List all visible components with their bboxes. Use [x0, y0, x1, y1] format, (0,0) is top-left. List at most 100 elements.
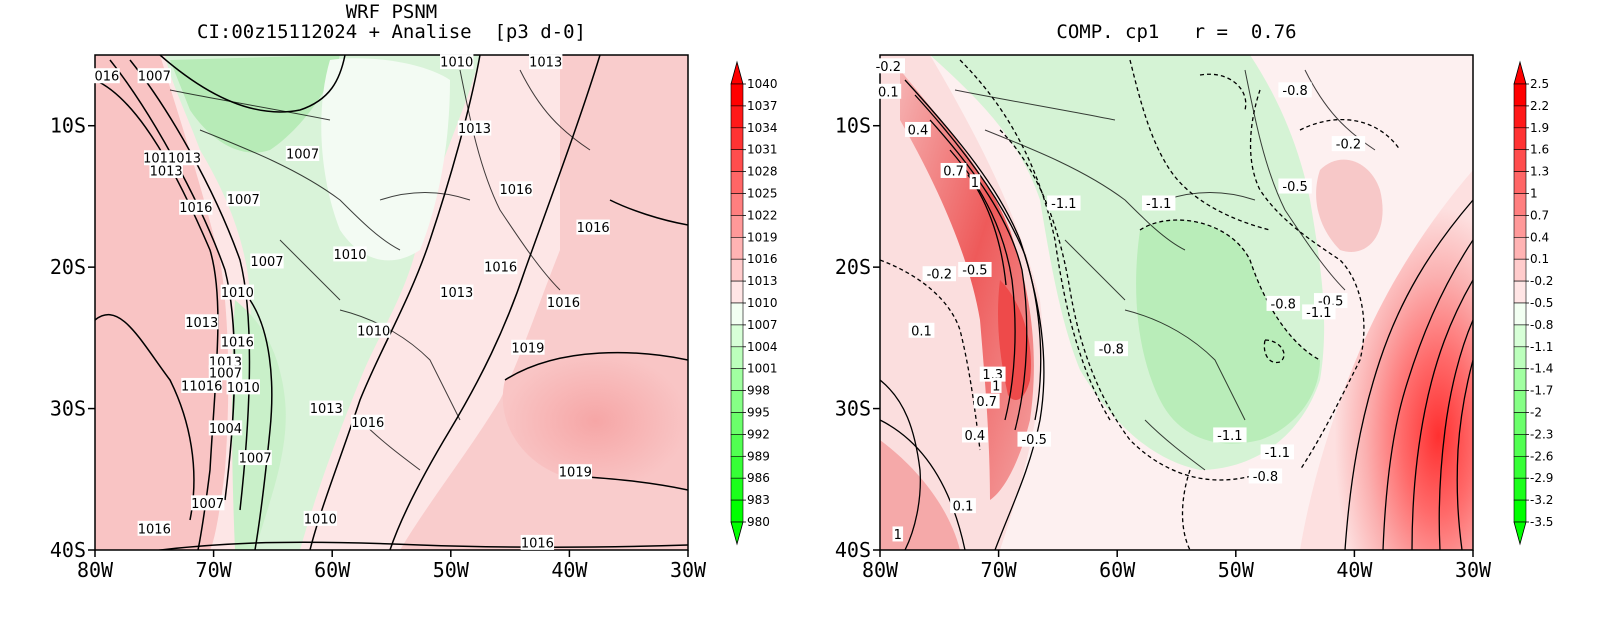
colorbar-label: 980	[747, 515, 770, 529]
contour-label-background	[179, 199, 213, 215]
lon-tick-label: 80W	[77, 558, 114, 582]
contour-label-background	[143, 150, 201, 166]
contour-label: 1007	[191, 497, 224, 512]
contour-label-background	[238, 450, 272, 466]
lon-tick-label: 30W	[1455, 558, 1492, 582]
colorbar-segment	[1513, 127, 1527, 151]
colorbar-segment	[1513, 434, 1527, 457]
contour-label-background	[558, 464, 593, 480]
lon-tick-label: 70W	[981, 558, 1018, 582]
contour-label-background	[520, 534, 555, 550]
colorbar-label: 1007	[747, 318, 778, 332]
colorbar-label: 0.1	[1530, 252, 1549, 266]
contour-label: 0.4	[965, 429, 986, 444]
right-colorbar: 2.5 2.2 1.9 1.6 1.3 1 0.7 0.4 0.1 -0.2 -0.5 -0.8 -1.…	[1513, 60, 1553, 546]
colorbar-segment	[1513, 412, 1527, 435]
contour-label-background	[1142, 195, 1176, 211]
right-andes-ridge-core	[997, 280, 1031, 400]
lon-tick-label: 40W	[551, 558, 588, 582]
contour-label-background	[226, 379, 260, 395]
colorbar-segment	[730, 280, 744, 304]
contour-label-background	[457, 120, 492, 136]
colorbar-label: -2.3	[1530, 427, 1553, 441]
contour-label-background	[908, 322, 935, 338]
contour-label-background	[333, 246, 367, 262]
right-northeast-pink	[1316, 159, 1383, 252]
colorbar-label: 1022	[747, 208, 778, 222]
contour-label-background	[351, 414, 385, 430]
colorbar-segment	[1513, 149, 1527, 172]
contour-label: 1010	[333, 248, 366, 263]
contour-label: 1013	[529, 56, 562, 71]
contour-label: 1016	[351, 416, 384, 431]
colorbar-label: 0.4	[1530, 230, 1549, 244]
colorbar-label: 1.9	[1530, 121, 1549, 135]
contour-label-background	[958, 261, 992, 277]
colorbar-label: 989	[747, 449, 770, 463]
contour-label: 0.4	[908, 123, 929, 138]
contour-label-background	[1260, 444, 1295, 460]
contour-label-background	[93, 68, 120, 84]
colorbar-segment	[730, 412, 744, 435]
contour-label-background	[990, 377, 1002, 393]
contour-label: 1010	[357, 324, 390, 339]
contour-label-background	[220, 284, 255, 300]
colorbar-top-arrow	[1513, 60, 1527, 85]
contour-label: 016	[94, 70, 119, 85]
right-map-axes: 80W 70W 60W 50W 40W 30W 10S 20S 30S 40S	[835, 114, 1492, 582]
contour-label-background	[137, 68, 171, 84]
colorbar-segment	[730, 324, 744, 348]
contour-label: 1016	[221, 336, 254, 351]
colorbar-label: 2.2	[1530, 99, 1549, 113]
colorbar-label: 1001	[747, 362, 778, 376]
contour-label-background	[226, 191, 260, 207]
lat-tick-label: 40S	[835, 538, 871, 562]
contour-label-background	[1248, 468, 1283, 484]
contour-label: 1004	[209, 422, 242, 437]
lon-tick-label: 60W	[1099, 558, 1136, 582]
contour-label-background	[1331, 136, 1366, 152]
colorbar-segment	[730, 237, 744, 260]
colorbar-label: 992	[747, 427, 770, 441]
colorbar-segment	[730, 258, 744, 282]
contour-label-background	[922, 266, 956, 282]
colorbar-label: -0.8	[1530, 318, 1553, 332]
contour-label: 1013	[150, 164, 183, 179]
contour-label-background	[483, 259, 518, 275]
contour-label: -1.1	[1051, 197, 1076, 212]
right-negative-green-core	[1136, 220, 1320, 444]
colorbar-segment	[1513, 105, 1527, 129]
contour-label: 1013	[440, 286, 473, 301]
contour-label: 1	[971, 176, 979, 191]
contour-label: -0.8	[1253, 470, 1278, 485]
colorbar-segment	[730, 171, 744, 194]
contour-label-background	[961, 427, 988, 443]
colorbar-label: -2.6	[1530, 449, 1553, 463]
colorbar-segment	[730, 193, 744, 216]
lon-tick-label: 80W	[862, 558, 899, 582]
contour-label-background	[220, 334, 255, 350]
contour-label: 1013	[185, 316, 218, 331]
colorbar-top-arrow	[730, 60, 744, 85]
lon-tick-label: 40W	[1336, 558, 1373, 582]
contour-label: 1007	[227, 193, 260, 208]
contour-label: 1013	[310, 402, 343, 417]
contour-label: 0.7	[943, 164, 964, 179]
right-map-title: COMP. cp1 r = 0.76	[1056, 21, 1297, 43]
lon-tick-label: 60W	[314, 558, 351, 582]
contour-label: 11016	[181, 379, 222, 394]
contour-label: 1016	[521, 536, 554, 551]
contour-label: -1.1	[1306, 306, 1331, 321]
colorbar-segment	[730, 499, 744, 523]
contour-label: -0.8	[1271, 297, 1296, 312]
colorbar-label: 1016	[747, 252, 778, 266]
contour-label-background	[979, 366, 1006, 382]
colorbar-label: -2	[1530, 406, 1542, 420]
contour-label: 0.1	[911, 324, 932, 339]
contour-label: -0.2	[927, 268, 952, 283]
contour-label-background	[499, 181, 533, 197]
colorbar-label: 1028	[747, 165, 778, 179]
right-map-frame	[879, 54, 1474, 551]
